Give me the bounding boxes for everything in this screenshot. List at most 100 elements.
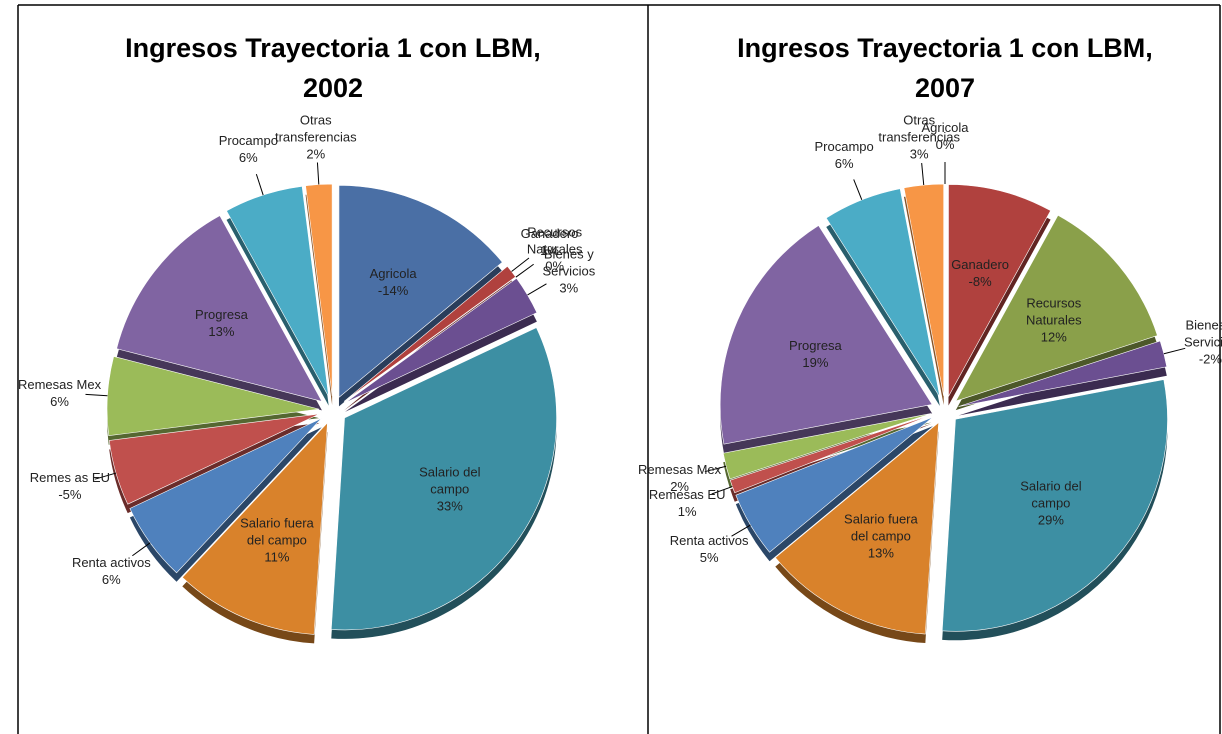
category-label: Salario fuera del campo (844, 511, 918, 544)
category-label: Renta activos (71, 555, 151, 571)
value-label: 12% (1040, 329, 1067, 345)
data-label: Recursos Naturales 12% (1008, 294, 1100, 345)
value-label: 11% (264, 549, 290, 565)
category-label: Bienes y Servicios (542, 246, 596, 279)
leader-line (94, 472, 117, 480)
slice (106, 356, 320, 437)
data-label: Salario fuera del campo 13% (835, 510, 927, 561)
category-label: Ganadero (520, 226, 579, 242)
slice (941, 379, 1168, 632)
value-label: 6% (50, 393, 69, 409)
value-label: 6% (238, 150, 258, 166)
category-label: Recursos Naturales (1025, 295, 1082, 328)
leader-line (515, 263, 534, 278)
data-label: Remesas Mex 2% (634, 461, 726, 495)
leader-line (511, 257, 530, 272)
leader-line (921, 163, 925, 186)
value-label: 19% (802, 354, 829, 370)
data-label: Agricola -14% (347, 265, 439, 299)
leader-line (1163, 347, 1186, 355)
category-label: Procampo (814, 139, 874, 155)
data-label: Recursos Naturales 0% (509, 223, 601, 274)
slice (116, 215, 323, 402)
data-label: Ganadero 1% (504, 225, 596, 259)
value-label: 13% (867, 545, 894, 561)
slice (305, 183, 333, 397)
slice (729, 414, 932, 494)
category-label: Progresa (195, 307, 248, 323)
leader-line (731, 524, 751, 537)
data-label: Bienes y Servicios-2% (1164, 316, 1222, 367)
value-label: 29% (1037, 512, 1064, 528)
leader-line (85, 393, 108, 397)
value-label: 2% (670, 479, 689, 495)
category-label: Salario del campo (1020, 478, 1082, 511)
value-label: 1% (540, 243, 559, 259)
slice (330, 327, 557, 631)
leader-line (527, 283, 547, 296)
data-label: Bienes y Servicios 3% (523, 245, 615, 296)
value-label: -14% (377, 283, 409, 299)
slice (338, 185, 503, 398)
value-label: 1% (677, 503, 697, 519)
slice (719, 225, 933, 445)
data-label: Otras transferencias 3% (873, 112, 965, 163)
data-label: Salario del campo 29% (1005, 478, 1097, 529)
slice (948, 184, 1052, 397)
data-label: Procampo 6% (798, 138, 890, 172)
value-label: 33% (436, 498, 463, 514)
value-label: 6% (101, 572, 121, 588)
data-label: Remes as EU -5% (24, 469, 116, 503)
data-label: Remesas Mex 6% (14, 376, 106, 410)
category-label: Remesas Mex (638, 462, 722, 478)
slice (108, 413, 320, 505)
category-label: Otras transferencias (878, 112, 961, 145)
category-label: Salario fuera del campo (240, 515, 314, 548)
value-label: 3% (559, 280, 579, 296)
category-label: Remesas Mex (17, 376, 102, 392)
data-label: Agricola 0% (899, 119, 991, 153)
data-label: Procampo 6% (202, 132, 294, 166)
category-label: Recursos Naturales (526, 224, 583, 257)
leader-line (255, 173, 264, 196)
data-label: Ganadero -8% (934, 256, 1026, 290)
leader-line (316, 162, 320, 185)
value-label: 13% (208, 324, 235, 340)
value-label: -2% (1198, 351, 1222, 367)
category-label: Procampo (218, 133, 278, 149)
slice (226, 186, 329, 397)
leader-line (704, 465, 727, 473)
category-label: Progresa (789, 337, 842, 353)
leader-line (711, 486, 733, 495)
value-label: 0% (935, 137, 955, 152)
data-label: Progresa 13% (175, 306, 267, 340)
category-label: Agricola (921, 120, 969, 135)
slice (344, 276, 517, 403)
data-label: Renta activos 5% (663, 532, 755, 566)
data-label: Progresa 19% (769, 337, 861, 371)
slice (722, 413, 932, 480)
value-label: 2% (306, 146, 326, 162)
slice (129, 417, 322, 574)
leader-line (132, 542, 151, 557)
slice (774, 421, 939, 635)
category-label: Agricola (369, 266, 417, 282)
chart-title: Ingresos Trayectoria 1 con LBM, 2007 (737, 33, 1153, 103)
data-label: Renta activos 6% (65, 554, 157, 588)
slice (735, 416, 934, 553)
slice (825, 188, 941, 398)
category-label: Remesas EU (648, 486, 726, 502)
category-label: Otras transferencias (274, 112, 357, 145)
data-label: Salario del campo 33% (404, 464, 496, 515)
data-label: Remesas EU 1% (641, 486, 733, 520)
leader-line (853, 179, 863, 201)
category-label: Remes as EU (29, 470, 110, 486)
category-label: Salario del campo (419, 464, 481, 497)
data-label: Salario fuera del campo 11% (231, 514, 323, 565)
value-label: 0% (545, 258, 565, 274)
category-label: Bienes y Servicios (1184, 317, 1222, 350)
value-label: -8% (968, 274, 992, 290)
category-label: Ganadero (951, 257, 1010, 273)
